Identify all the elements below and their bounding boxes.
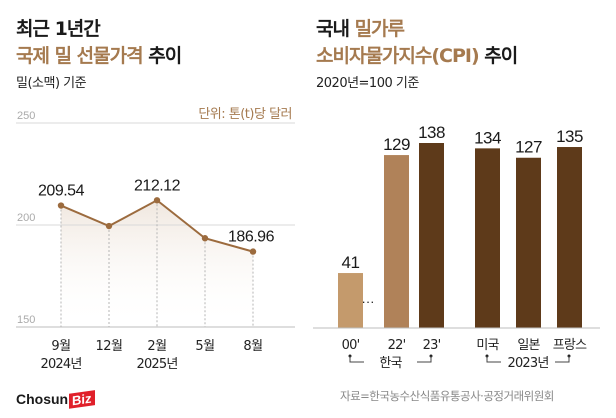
left-title-rest: 추이 [142,45,182,67]
logo-biz: Biz [69,390,95,409]
axis-break-marker: ··· [362,294,375,309]
data-point [57,202,65,209]
bar-미국 [475,148,500,328]
data-point [201,235,209,242]
bar-value-label: 127 [515,138,542,157]
right-subtitle: 2020년=100 기준 [316,76,419,91]
x-tick-label: 5월 [195,339,214,354]
bar-일본 [516,157,541,328]
line-area-fill [61,200,253,327]
left-title-accent: 국제 밀 선물가격 [16,45,144,67]
left-title-line1: 최근 1년간 [16,18,101,40]
x-tick-label: 9월 [51,339,70,354]
bar-value-label: 129 [383,135,410,154]
logo: Chosun Biz [16,389,95,409]
bar-category-label: 미국 [476,338,499,353]
source-note: 자료=한국농수산식품유통공사·공정거래위원회 [340,389,554,403]
logo-chosun: Chosun [16,391,69,407]
group-korea-bracket-right [417,356,432,363]
bar-category-label: 00' [342,338,360,353]
left-unit-label: 단위: 톤(t)당 달러 [198,107,292,122]
y-tick-label: 200 [17,212,35,224]
data-point [249,248,257,255]
left-title-line2: 국제 밀 선물가격 추이 [16,41,182,68]
left-subtitle: 밀(소맥) 기준 [16,76,87,91]
x-tick-label: 12월 [95,339,122,354]
bar-value-label: 41 [342,253,360,272]
right-title-accent1: 밀가루 [354,18,405,40]
x-tick-sublabel: 2025년 [136,357,177,372]
bar-category-label: 22' [388,338,406,353]
bar-category-label: 프랑스 [553,338,587,353]
bar-value-label: 134 [474,128,501,147]
data-label: 186.96 [228,229,275,246]
data-point [105,222,113,230]
bar-00' [338,273,363,328]
y-tick-label: 250 [17,110,35,122]
x-tick-sublabel: 2024년 [40,357,81,372]
group-2023-label: 2023년 [507,356,548,371]
data-point [153,197,161,204]
right-title-rest: 추이 [478,45,518,67]
bar-category-label: 23' [423,338,441,353]
group-korea-bracket-left [349,356,364,363]
data-label: 212.12 [134,177,181,194]
group-2023-bracket-left [486,356,501,363]
x-tick-label: 8월 [243,339,262,354]
x-tick-label: 2월 [147,339,166,354]
group-2023-bracket-right [555,356,570,363]
bar-category-label: 일본 [517,338,540,353]
bar-프랑스 [557,147,582,328]
bar-value-label: 138 [418,123,445,142]
group-korea-label: 한국 [379,356,402,371]
bar-22' [384,155,409,328]
right-title-line1: 국내 밀가루 [316,14,405,41]
y-tick-label: 150 [17,314,35,326]
right-title-accent2: 소비자물가지수(CPI) [316,45,480,67]
bar-value-label: 135 [556,127,583,146]
right-title-plain: 국내 [316,18,355,40]
right-title-line2: 소비자물가지수(CPI) 추이 [316,41,518,68]
bar-23' [419,143,444,328]
data-label: 209.54 [38,183,85,200]
